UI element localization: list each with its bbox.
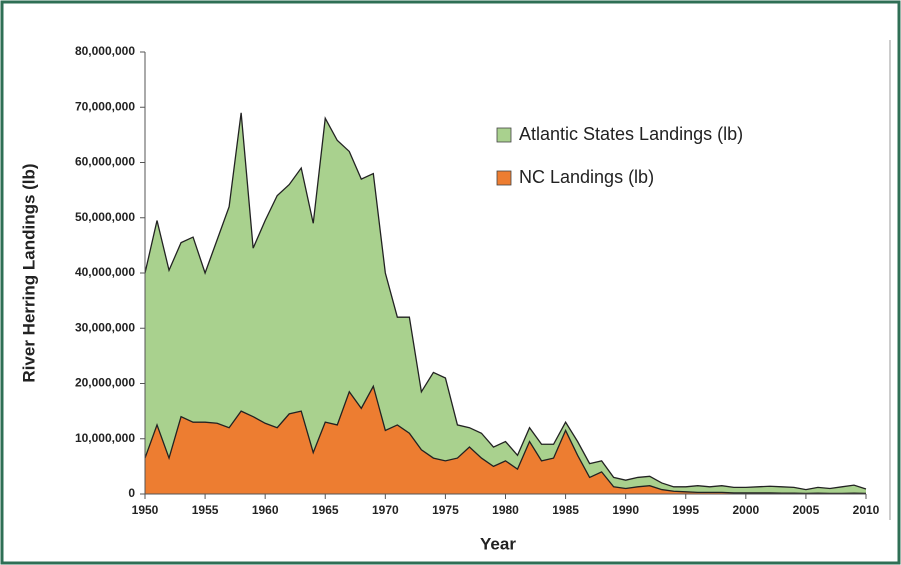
x-tick-label: 1965 (312, 503, 339, 517)
x-tick-label: 1955 (192, 503, 219, 517)
legend-swatch (496, 170, 512, 186)
x-tick-label: 1950 (132, 503, 159, 517)
legend-label: NC Landings (lb) (519, 167, 654, 187)
x-tick-label: 1960 (252, 503, 279, 517)
y-tick-label: 20,000,000 (75, 376, 135, 390)
x-tick-label: 1975 (432, 503, 459, 517)
y-tick-label: 10,000,000 (75, 431, 135, 445)
x-tick-label: 2005 (793, 503, 820, 517)
y-tick-label: 50,000,000 (75, 210, 135, 224)
x-tick-label: 2000 (732, 503, 759, 517)
area (145, 386, 866, 494)
y-tick-label: 60,000,000 (75, 155, 135, 169)
x-tick-label: 1980 (492, 503, 519, 517)
x-tick-label: 1995 (672, 503, 699, 517)
x-axis-label: Year (480, 534, 516, 553)
legend-swatch (496, 127, 512, 143)
y-tick-label: 0 (128, 486, 135, 500)
area-line (144, 112, 867, 491)
y-tick-label: 30,000,000 (75, 320, 135, 334)
y-tick-label: 40,000,000 (75, 265, 135, 279)
area (145, 112, 866, 495)
legend-label: Atlantic States Landings (lb) (519, 124, 743, 144)
x-tick-label: 2010 (853, 503, 880, 517)
area-line (144, 384, 867, 495)
x-tick-label: 1985 (552, 503, 579, 517)
x-tick-label: 1990 (612, 503, 639, 517)
x-tick-label: 1970 (372, 503, 399, 517)
y-tick-label: 80,000,000 (75, 44, 135, 58)
y-axis-label: River Herring Landings (lb) (19, 163, 38, 382)
y-tick-label: 70,000,000 (75, 99, 135, 113)
